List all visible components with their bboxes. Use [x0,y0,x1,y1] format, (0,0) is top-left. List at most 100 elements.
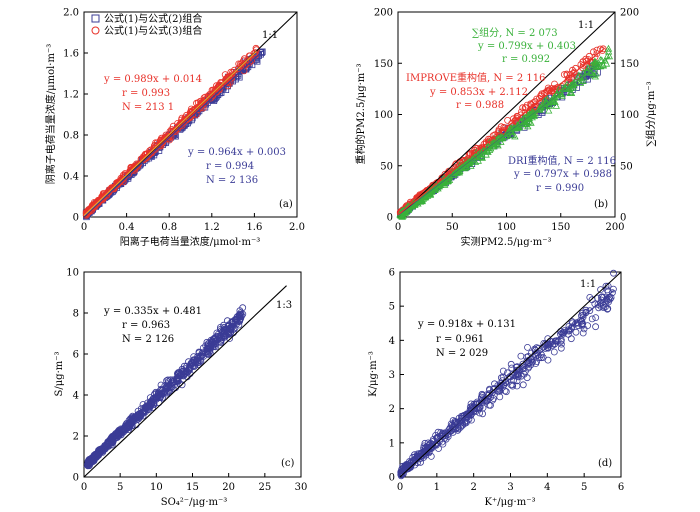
pc-x-tick-label: 5 [117,482,123,493]
pd-point-circle [567,335,575,343]
panel-b-green-equation: y = 0.799x + 0.403 [477,41,576,52]
pc-point-circle [233,320,240,328]
pb-y2-tick-label: 100 [620,110,639,121]
pc-point-circle [185,365,193,373]
panel-a-ticks: 0 0.4 0.8 1.2 1.6 2.0 0 0.4 0.8 1.2 1.6 2.0 [63,8,305,234]
pd-point-circle [568,318,576,325]
pd-x-tick-label: 0 [397,482,403,493]
panel-d-one-to-one-line [399,271,622,478]
pa-x-tick-label: 1.6 [246,222,262,233]
pd-point-circle [600,304,607,312]
pd-point-circle [595,304,602,312]
panel-d-one-to-one-label: 1:1 [580,279,596,290]
pd-point-circle [449,417,457,424]
pb-x-tick-label: 50 [446,222,459,233]
pd-x-tick-label: 3 [507,482,513,493]
pd-point-circle [485,401,493,409]
pb-point-triangle [476,152,484,160]
pd-point-circle [467,407,475,415]
pc-point-circle [155,390,163,398]
panel-d-x-axis-label: K⁺/μg·m⁻³ [485,497,536,508]
pc-y-tick-label: 8 [73,309,79,320]
pa-point-circle [111,184,118,192]
pd-point-circle [470,400,478,408]
pb-x-tick-label: 0 [395,222,401,233]
panel-b-fit-line-red [397,48,605,216]
panel-a: 0 0.4 0.8 1.2 1.6 2.0 0 0.4 0.8 1.2 1.6 2.0 1:1 公式(… [44,8,305,249]
pb-point-triangle [575,71,583,79]
panel-b-green-r: r = 0.992 [502,54,550,65]
pb-point-circle [538,90,546,98]
pa-point-circle [206,90,214,98]
pa-point-circle [83,210,90,218]
panel-c-x-axis-label: SO₄²⁻/μg·m⁻³ [161,497,228,508]
pc-y-tick-label: 2 [73,432,79,443]
pc-point-circle [213,329,221,337]
panel-a-blue-r: r = 0.994 [206,161,254,172]
pc-point-circle [178,381,186,389]
panel-a-legend-item-1: 公式(1)与公式(3)组合 [104,24,202,37]
pb-point-triangle [520,120,528,127]
pc-point-circle [236,311,244,319]
pd-point-circle [527,355,535,363]
pa-x-tick-label: 0.4 [119,222,135,233]
pd-point-circle [579,313,587,321]
pb-point-square [584,76,591,83]
pd-point-circle [594,301,602,308]
panel-b-index-label: (b) [594,199,608,210]
pd-point-circle [551,337,559,345]
pd-y-tick-label: 6 [389,268,395,279]
pd-point-circle [481,396,489,404]
pb-y-tick-label: 200 [374,8,393,19]
pb-y-tick-label: 100 [374,110,393,121]
panel-c-equation: y = 0.335x + 0.481 [103,306,202,317]
pd-point-circle [427,452,435,460]
panel-d: 0 1 2 3 4 5 6 0 1 2 3 4 5 6 1:1 y = 0.918x + 0.131 r … [368,268,624,509]
pd-x-tick-label: 4 [544,482,550,493]
pa-point-circle [235,60,243,68]
pd-point-circle [586,307,594,315]
panel-a-plot-frame [83,11,298,218]
pd-point-circle [489,396,497,404]
pb-y-tick-label: 0 [387,213,393,224]
pd-point-circle [519,365,527,373]
panel-b-red-r: r = 0.988 [456,100,504,111]
pb-point-triangle [602,59,611,67]
pc-point-circle [165,388,173,396]
pd-point-circle [479,404,487,412]
pc-point-circle [87,456,95,464]
pb-point-triangle [524,118,532,126]
pd-point-circle [558,329,566,337]
pa-point-circle [222,75,230,83]
panel-d-y-axis-label: K/μg·m⁻³ [368,351,379,397]
pa-point-circle [158,136,166,144]
pd-point-circle [592,314,600,322]
pd-point-circle [445,426,453,434]
pb-point-triangle [567,89,576,96]
panel-d-index-label: (d) [598,458,612,469]
pd-point-circle [610,269,617,277]
panel-a-red-equation: y = 0.989x + 0.014 [103,74,202,85]
pd-point-circle [545,341,552,349]
panel-b-green-name: ∑组分, N = 2 073 [472,26,558,39]
pa-point-circle [199,104,207,112]
pc-x-tick-label: 20 [222,482,235,493]
pb-point-circle [486,136,494,143]
panel-c-ratio-line [83,285,287,478]
pc-point-circle [204,340,212,348]
pb-point-circle [569,66,576,74]
pd-x-tick-label: 1 [434,482,440,493]
pb-x-tick-label: 200 [605,222,624,233]
pd-point-circle [604,305,612,312]
pa-point-circle [194,99,202,107]
pc-point-circle [226,326,234,334]
pb-point-triangle [592,69,600,77]
pc-point-circle [209,340,217,347]
pc-point-circle [174,376,182,384]
pd-point-circle [535,354,543,362]
pd-point-circle [517,352,525,360]
pb-point-triangle [474,156,482,164]
panel-b-y-axis-label: 重构的PM2.5/μg·m⁻³ [354,63,367,164]
pd-point-circle [559,330,567,338]
pb-y2-tick-label: 50 [620,161,633,172]
